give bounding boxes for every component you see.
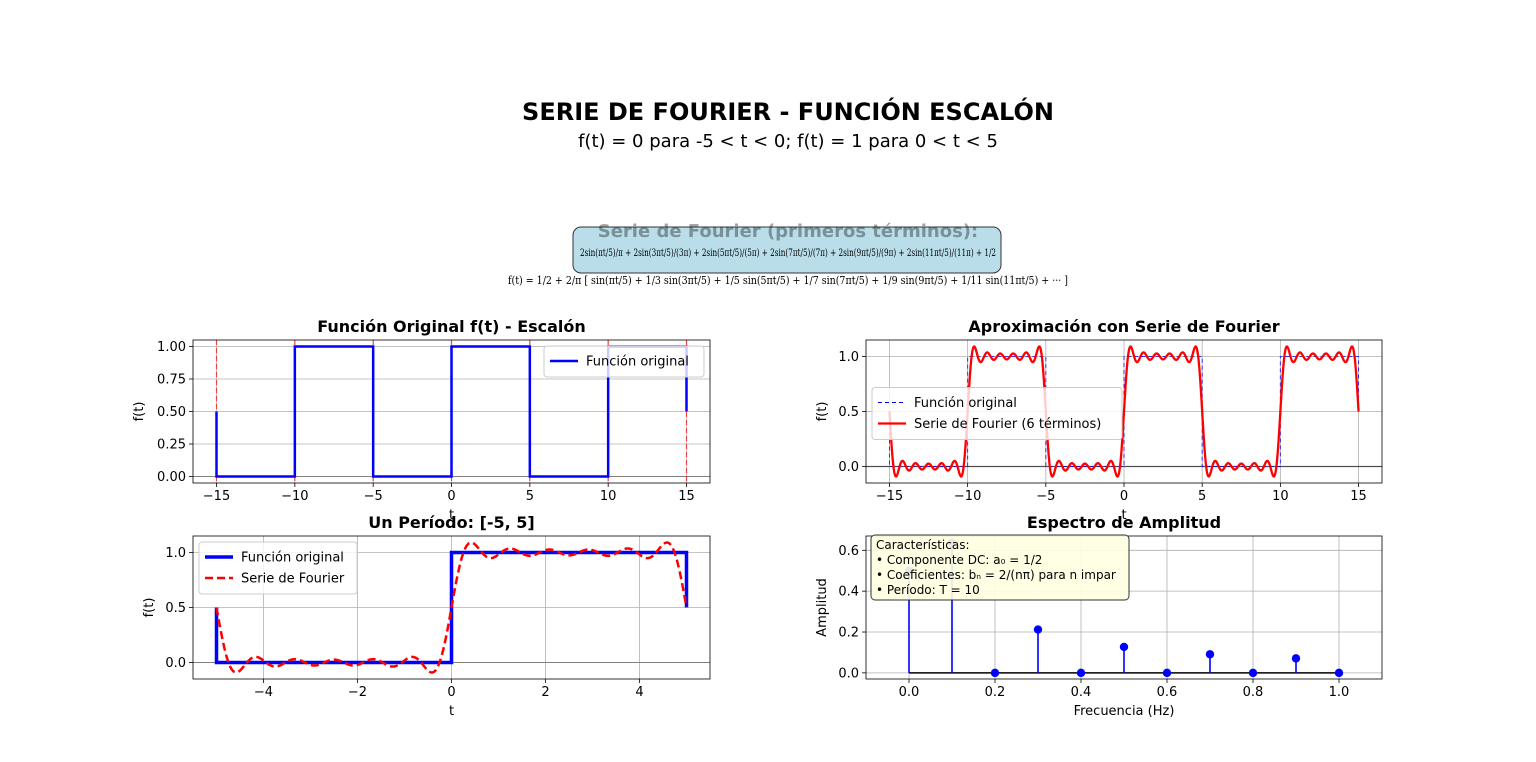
legend: Función original	[543, 345, 705, 378]
y-axis-label: f(t)	[132, 402, 147, 422]
x-tick-label: 1.0	[1329, 685, 1350, 700]
y-tick-label: 0.00	[157, 470, 186, 485]
info-line-1: Características:	[876, 538, 970, 552]
stem-marker	[1033, 625, 1043, 634]
stem-marker	[1119, 642, 1129, 652]
axes-title: Un Período: [-5, 5]	[368, 513, 535, 532]
stem-marker	[1291, 654, 1301, 663]
info-line-3: • Coeficientes: bₙ = 2/(nπ) para n impar	[876, 568, 1116, 582]
y-tick-label: 0.5	[838, 405, 859, 420]
info-line-4: • Período: T = 10	[876, 583, 980, 597]
formula-expression: 2sin(πt/5)/π + 2sin(3πt/5)/(3π) + 2sin(5…	[580, 247, 996, 259]
x-tick-label: −5	[364, 489, 383, 504]
legend-label: Serie de Fourier	[241, 572, 345, 587]
x-tick-label: −2	[348, 685, 367, 700]
stem-marker	[1076, 668, 1086, 678]
legend-label: Función original	[914, 396, 1017, 411]
x-tick-label: 0.0	[899, 685, 920, 700]
axes-frame	[865, 339, 1383, 484]
legend-box	[543, 345, 705, 378]
x-tick-label: 0.2	[985, 685, 1006, 700]
formula-heading: Serie de Fourier (primeros términos):	[598, 221, 978, 242]
x-tick-label: 5	[526, 489, 534, 504]
legend: Función original Serie de Fourier (6 térm…	[871, 387, 1123, 440]
y-tick-label: 0.0	[165, 656, 186, 671]
y-tick-label: 1.0	[838, 350, 859, 365]
x-axis-label: t	[449, 508, 454, 523]
y-tick-label: 0.6	[838, 544, 859, 559]
axes-title: Función Original f(t) - Escalón	[317, 317, 586, 336]
y-tick-label: 0.25	[157, 438, 186, 453]
axes-frame	[192, 535, 711, 680]
y-tick-label: 1.00	[157, 340, 186, 355]
y-tick-label: 0.0	[838, 666, 859, 681]
info-box	[870, 534, 1130, 601]
x-tick-label: 0.6	[1157, 685, 1178, 700]
figure-subtitle: f(t) = 0 para -5 < t < 0; f(t) = 1 para …	[578, 131, 998, 152]
legend-box	[871, 387, 1123, 440]
stem-marker	[1248, 668, 1258, 678]
y-tick-label: 1.0	[165, 546, 186, 561]
x-tick-label: −15	[876, 489, 903, 504]
y-axis-label: f(t)	[815, 402, 830, 422]
x-tick-label: 0	[447, 685, 455, 700]
x-tick-label: 4	[635, 685, 643, 700]
formula-box	[572, 226, 1002, 274]
stem-marker	[990, 668, 1000, 678]
x-tick-label: −10	[281, 489, 308, 504]
x-tick-label: 0.4	[1071, 685, 1092, 700]
x-tick-label: −4	[254, 685, 273, 700]
y-tick-label: 0.5	[165, 601, 186, 616]
axes-frame	[192, 339, 711, 484]
x-tick-label: 2	[541, 685, 549, 700]
x-tick-label: 0.8	[1243, 685, 1264, 700]
axes-title: Aproximación con Serie de Fourier	[968, 317, 1279, 336]
stem-marker	[1162, 668, 1172, 678]
axes-original: −15 −10 −5 0 5 10 15 0.00 0.25 0.50 0.75 1.00 Funció…	[132, 317, 711, 523]
legend-label: Función original	[241, 551, 344, 566]
legend-label: Función original	[586, 355, 689, 370]
y-tick-label: 0.75	[157, 373, 186, 388]
legend: Función original Serie de Fourier	[198, 541, 358, 595]
axes-approx: −15 −10 −5 0 5 10 15 0.0 0.5 1.0 Aproximación con …	[815, 317, 1383, 523]
x-tick-label: −15	[203, 489, 230, 504]
x-axis-label: t	[1121, 508, 1126, 523]
x-axis-label: t	[449, 704, 454, 719]
y-tick-label: 0.0	[838, 460, 859, 475]
axes-period: −4 −2 0 2 4 0.0 0.5 1.0 Un Período: [-5, 5] t f(t)…	[142, 513, 711, 719]
figure-title: SERIE DE FOURIER - FUNCIÓN ESCALÓN	[522, 96, 1054, 126]
y-tick-label: 0.50	[157, 405, 186, 420]
series-fourier-dashed	[215, 541, 688, 674]
stem-marker	[1205, 650, 1215, 659]
legend-box	[198, 541, 358, 595]
x-tick-label: 0	[447, 489, 455, 504]
info-panel: Características: • Componente DC: a₀ = 1…	[870, 534, 1130, 601]
info-line-2: • Componente DC: a₀ = 1/2	[876, 553, 1042, 567]
x-tick-label: −10	[954, 489, 981, 504]
x-tick-label: 10	[1272, 489, 1289, 504]
x-tick-label: 15	[678, 489, 695, 504]
x-tick-label: 5	[1198, 489, 1206, 504]
x-tick-label: −5	[1036, 489, 1055, 504]
y-axis-label: f(t)	[142, 598, 157, 618]
legend-label: Serie de Fourier (6 términos)	[914, 417, 1101, 432]
formula-panel: Serie de Fourier (primeros términos): 2s…	[508, 221, 1068, 287]
x-tick-label: 15	[1350, 489, 1367, 504]
formula-series-line: f(t) = 1/2 + 2/π [ sin(πt/5) + 1/3 sin(3…	[508, 273, 1068, 287]
y-tick-label: 0.2	[838, 626, 859, 641]
stem-marker	[1334, 668, 1344, 678]
axes-title: Espectro de Amplitud	[1027, 513, 1221, 532]
x-axis-label: Frecuencia (Hz)	[1074, 704, 1175, 719]
x-tick-label: 0	[1120, 489, 1128, 504]
plot-layer	[193, 541, 710, 674]
y-axis-label: Amplitud	[815, 578, 830, 637]
x-tick-label: 10	[600, 489, 617, 504]
y-tick-label: 0.4	[838, 585, 859, 600]
